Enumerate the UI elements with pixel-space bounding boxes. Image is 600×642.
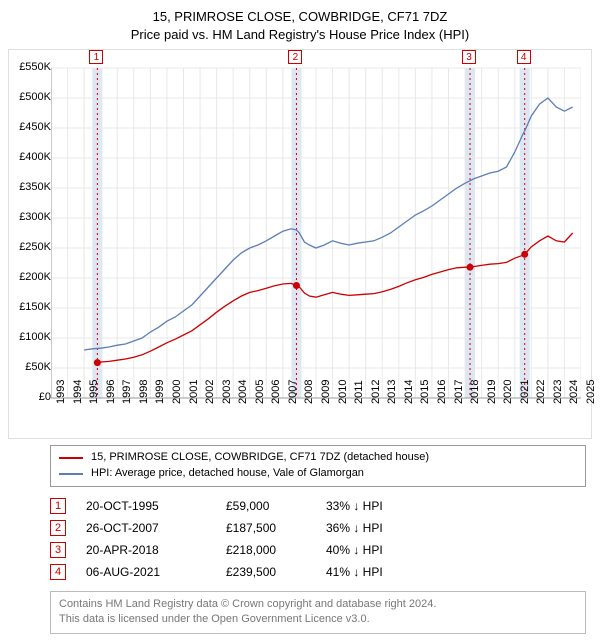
- event-marker: 3: [50, 542, 66, 558]
- chart-svg: [51, 50, 581, 402]
- y-tick-label: £550K: [19, 61, 51, 73]
- event-marker-box: 4: [517, 50, 531, 64]
- x-tick-label: 1997: [121, 380, 133, 404]
- y-tick-label: £450K: [19, 121, 51, 133]
- event-marker: 2: [50, 520, 66, 536]
- chart-container: £0 £50K £100K £150K £200K £250K £300K £350K £400…: [8, 49, 592, 439]
- event-marker-box: 2: [288, 50, 302, 64]
- x-tick-label: 2006: [270, 380, 282, 404]
- footer-line-2: This data is licensed under the Open Gov…: [59, 612, 577, 627]
- event-price: £59,000: [226, 499, 316, 513]
- event-date: 20-APR-2018: [86, 543, 216, 557]
- legend-label: 15, PRIMROSE CLOSE, COWBRIDGE, CF71 7DZ …: [91, 450, 429, 466]
- y-tick-label: £500K: [19, 91, 51, 103]
- x-tick-label: 2025: [585, 380, 597, 404]
- x-tick-label: 2023: [552, 380, 564, 404]
- x-tick-label: 2004: [237, 380, 249, 404]
- event-marker: 4: [50, 564, 66, 580]
- y-tick-label: £200K: [19, 271, 51, 283]
- event-delta: 41% ↓ HPI: [326, 565, 586, 579]
- event-row: 1 20-OCT-1995 £59,000 33% ↓ HPI: [50, 495, 586, 517]
- x-tick-label: 2021: [519, 380, 531, 404]
- title-line-2: Price paid vs. HM Land Registry's House …: [8, 26, 592, 44]
- x-tick-label: 2010: [337, 380, 349, 404]
- legend-swatch: [59, 473, 83, 475]
- y-tick-label: £100K: [19, 331, 51, 343]
- x-tick-label: 2019: [486, 380, 498, 404]
- x-tick-label: 1994: [72, 380, 84, 404]
- title-line-1: 15, PRIMROSE CLOSE, COWBRIDGE, CF71 7DZ: [8, 8, 592, 26]
- x-tick-label: 2000: [171, 380, 183, 404]
- footer-line-1: Contains HM Land Registry data © Crown c…: [59, 597, 577, 612]
- event-row: 3 20-APR-2018 £218,000 40% ↓ HPI: [50, 539, 586, 561]
- x-tick-label: 2011: [353, 380, 365, 404]
- x-tick-label: 1995: [88, 380, 100, 404]
- event-date: 26-OCT-2007: [86, 521, 216, 535]
- legend-label: HPI: Average price, detached house, Vale…: [91, 466, 364, 482]
- event-delta: 36% ↓ HPI: [326, 521, 586, 535]
- y-tick-label: £50K: [25, 361, 51, 373]
- y-tick-label: £0: [39, 391, 51, 403]
- event-delta: 33% ↓ HPI: [326, 499, 586, 513]
- x-tick-label: 2022: [535, 380, 547, 404]
- x-tick-label: 1993: [55, 380, 67, 404]
- event-date: 20-OCT-1995: [86, 499, 216, 513]
- events-table: 1 20-OCT-1995 £59,000 33% ↓ HPI 2 26-OCT-2007…: [50, 495, 586, 583]
- legend: 15, PRIMROSE CLOSE, COWBRIDGE, CF71 7DZ …: [50, 445, 586, 487]
- event-row: 4 06-AUG-2021 £239,500 41% ↓ HPI: [50, 561, 586, 583]
- x-tick-label: 2017: [453, 380, 465, 404]
- x-tick-label: 1999: [154, 380, 166, 404]
- x-tick-label: 2003: [221, 380, 233, 404]
- plot-area: £0£50K£100K£150K£200K£250K£300K£350K£400…: [51, 50, 585, 438]
- event-price: £239,500: [226, 565, 316, 579]
- event-price: £218,000: [226, 543, 316, 557]
- x-tick-label: 2013: [386, 380, 398, 404]
- x-tick-label: 2005: [254, 380, 266, 404]
- y-tick-label: £250K: [19, 241, 51, 253]
- event-marker-box: 3: [462, 50, 476, 64]
- x-tick-label: 2012: [370, 380, 382, 404]
- event-marker-box: 1: [89, 50, 103, 64]
- legend-item: HPI: Average price, detached house, Vale…: [59, 466, 577, 482]
- x-tick-label: 2020: [502, 380, 514, 404]
- x-tick-label: 2024: [568, 380, 580, 404]
- x-tick-label: 2016: [436, 380, 448, 404]
- y-tick-label: £150K: [19, 301, 51, 313]
- event-date: 06-AUG-2021: [86, 565, 216, 579]
- legend-swatch: [59, 457, 83, 459]
- x-tick-label: 2008: [303, 380, 315, 404]
- event-price: £187,500: [226, 521, 316, 535]
- x-tick-label: 2009: [320, 380, 332, 404]
- y-tick-label: £400K: [19, 151, 51, 163]
- x-tick-label: 2018: [469, 380, 481, 404]
- x-tick-label: 2007: [287, 380, 299, 404]
- x-tick-label: 1996: [105, 380, 117, 404]
- event-marker: 1: [50, 498, 66, 514]
- x-tick-label: 2015: [419, 380, 431, 404]
- y-tick-label: £350K: [19, 181, 51, 193]
- y-tick-label: £300K: [19, 211, 51, 223]
- event-row: 2 26-OCT-2007 £187,500 36% ↓ HPI: [50, 517, 586, 539]
- x-tick-label: 2014: [403, 380, 415, 404]
- x-tick-label: 2001: [188, 380, 200, 404]
- legend-item: 15, PRIMROSE CLOSE, COWBRIDGE, CF71 7DZ …: [59, 450, 577, 466]
- x-tick-label: 2002: [204, 380, 216, 404]
- footer: Contains HM Land Registry data © Crown c…: [50, 591, 586, 634]
- x-tick-label: 1998: [138, 380, 150, 404]
- event-delta: 40% ↓ HPI: [326, 543, 586, 557]
- chart-title-block: 15, PRIMROSE CLOSE, COWBRIDGE, CF71 7DZ …: [8, 8, 592, 43]
